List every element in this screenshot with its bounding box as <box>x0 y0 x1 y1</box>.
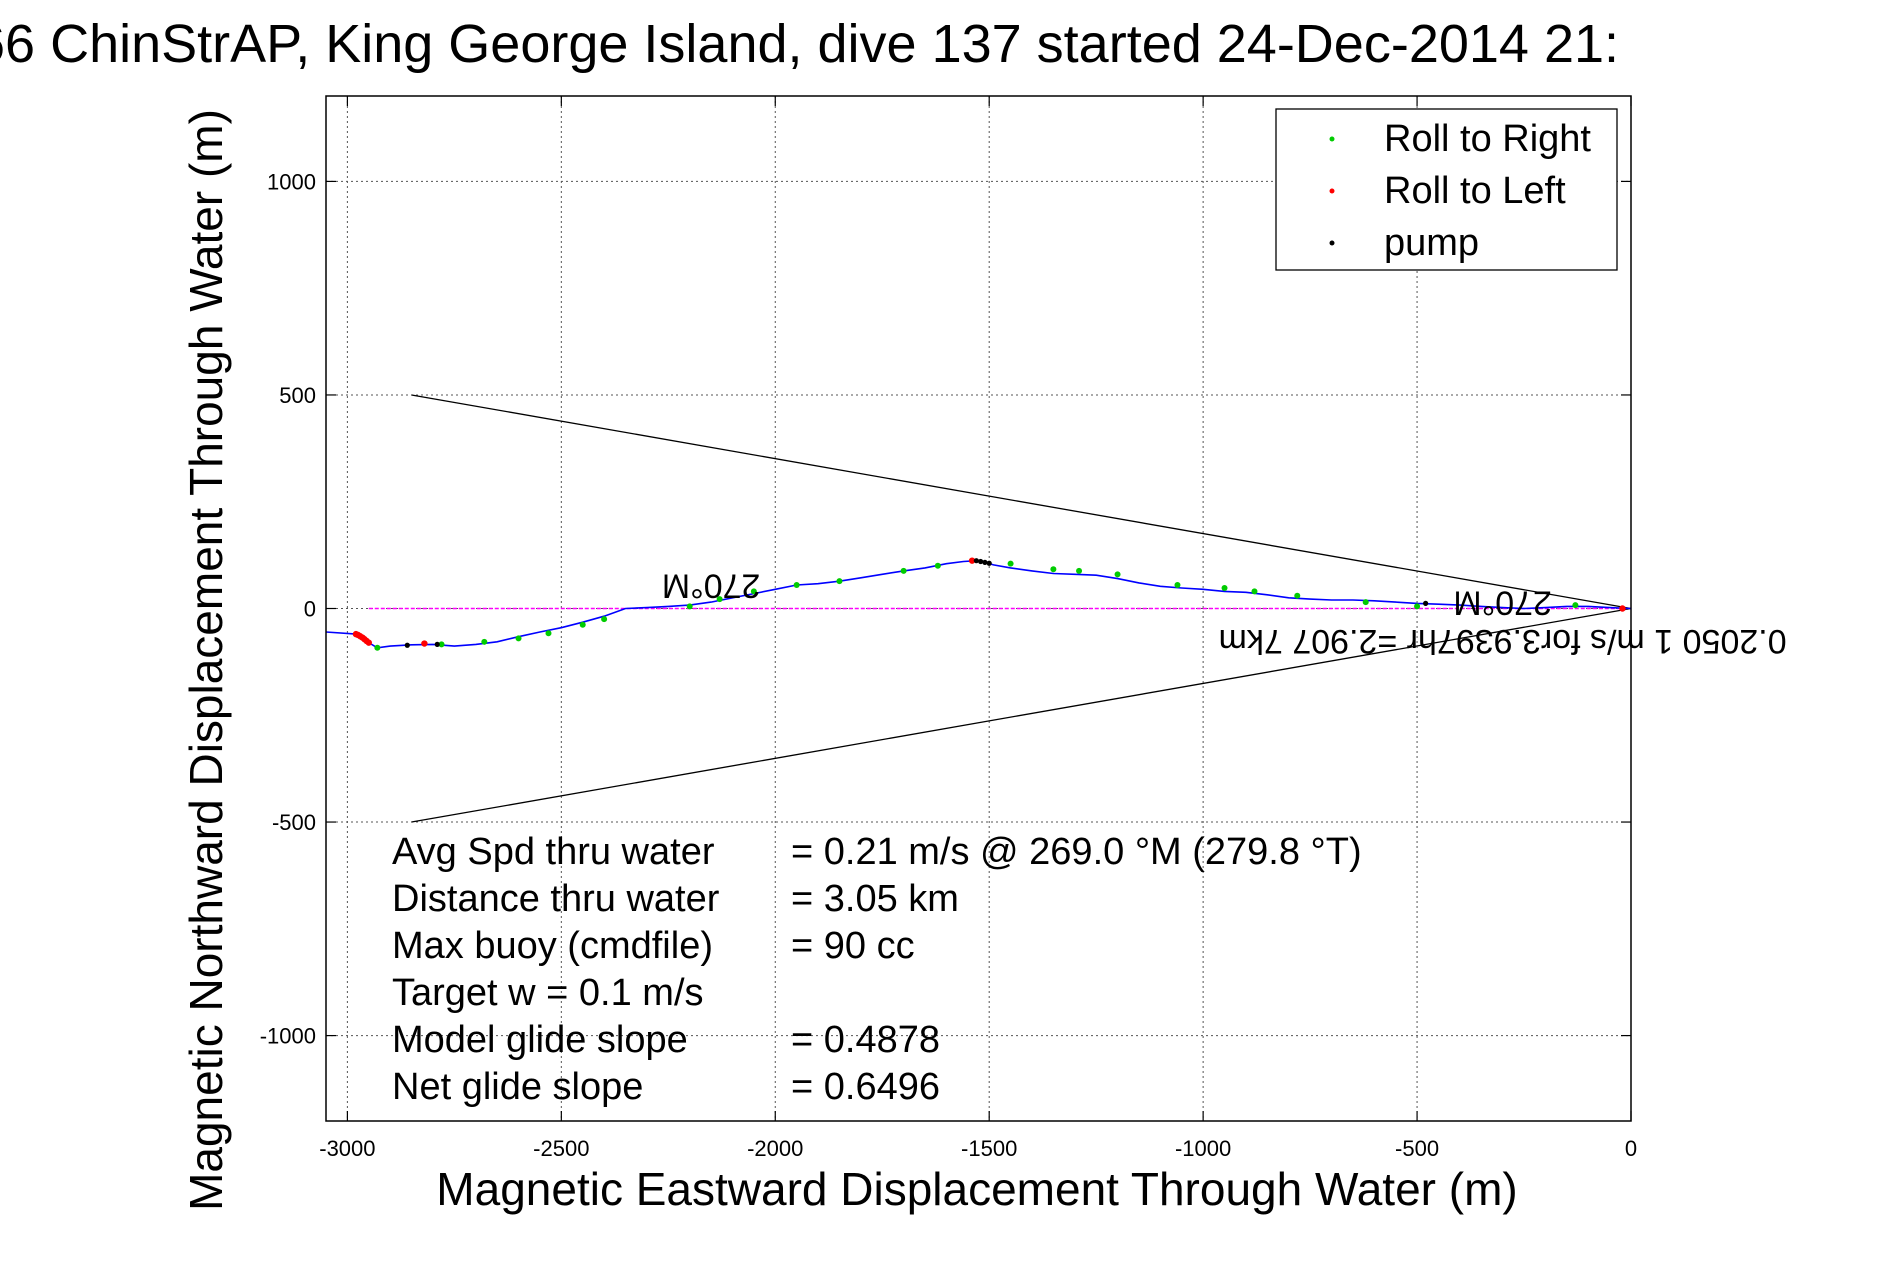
legend-marker <box>1329 188 1335 194</box>
x-tick-label: -3000 <box>319 1136 375 1161</box>
wedge-lines <box>411 394 1632 823</box>
x-axis-label: Magnetic Eastward Displacement Through W… <box>436 1163 1517 1215</box>
roll-left-point <box>365 639 372 646</box>
roll-right-point <box>1362 599 1369 606</box>
stats-text-block: Avg Spd thru water = 0.21 m/s @ 269.0 °M … <box>392 831 1362 1108</box>
legend-marker <box>1329 240 1335 246</box>
roll-right-point <box>545 630 552 637</box>
wedge-line <box>411 394 1632 610</box>
legend-label: pump <box>1384 222 1479 264</box>
roll-right-point <box>374 644 381 651</box>
y-axis-label: Magnetic Northward Displacement Through … <box>180 109 232 1211</box>
plot-annotation: 270°M <box>662 566 761 604</box>
marker-points <box>352 557 1626 651</box>
pump-point <box>986 560 992 566</box>
pump-point <box>982 559 988 565</box>
roll-right-point <box>934 562 941 569</box>
stats-label: Max buoy (cmdfile) <box>392 925 713 967</box>
roll-left-point <box>421 640 428 647</box>
pump-point <box>973 558 979 564</box>
roll-right-point <box>1221 585 1228 591</box>
pump-point <box>404 642 410 648</box>
legend-label: Roll to Left <box>1384 170 1566 212</box>
stats-label: Net glide slope <box>392 1066 643 1108</box>
stats-label: Distance thru water <box>392 878 720 920</box>
roll-right-point <box>515 635 522 642</box>
roll-right-point <box>1114 571 1121 578</box>
legend-label: Roll to Right <box>1384 118 1591 160</box>
roll-right-point <box>900 567 907 574</box>
roll-right-point <box>836 578 843 585</box>
roll-right-point <box>579 621 586 628</box>
stats-value: = 90 cc <box>791 925 915 967</box>
legend-marker <box>1329 136 1335 142</box>
roll-right-point <box>1294 592 1301 599</box>
roll-right-point <box>1174 582 1181 589</box>
roll-right-point <box>1076 567 1083 574</box>
pump-point <box>434 641 440 647</box>
x-tick-label: -1500 <box>961 1136 1017 1161</box>
x-tick-label: -500 <box>1395 1136 1439 1161</box>
stats-value: = 3.05 km <box>791 878 959 920</box>
wedge-line <box>411 607 1632 823</box>
plot-annotation: 0.2050 1 m/s for3.9397hr =2.907 7km <box>1219 622 1787 660</box>
x-tick-labels: -3000 -2500 -2000 -1500 -1000 -500 0 <box>319 1136 1637 1161</box>
roll-right-point <box>793 582 800 589</box>
stats-label: Target w = 0.1 m/s <box>392 972 704 1014</box>
roll-right-point <box>1050 566 1057 573</box>
roll-right-point <box>1414 603 1421 610</box>
y-tick-label: -1000 <box>260 1024 316 1049</box>
annotations: 270°M 270°M0.2050 1 m/s for3.9397hr =2.90… <box>662 566 1787 660</box>
chart-title: 566 ChinStrAP, King George Island, dive … <box>0 14 1619 74</box>
x-tick-label: -2500 <box>533 1136 589 1161</box>
y-tick-label: -500 <box>272 810 316 835</box>
roll-left-point <box>968 557 976 564</box>
stats-label: Model glide slope <box>392 1019 688 1061</box>
pump-point <box>978 558 984 565</box>
y-tick-label: 1000 <box>267 169 316 194</box>
y-tick-label: 500 <box>279 383 316 408</box>
roll-right-point <box>1007 560 1014 567</box>
roll-left-point <box>1619 605 1626 612</box>
y-tick-labels: -1000 -500 0 500 1000 <box>260 169 316 1048</box>
x-tick-label: -1000 <box>1175 1136 1231 1161</box>
stats-value: = 0.6496 <box>791 1066 940 1108</box>
roll-right-point <box>750 588 757 595</box>
x-tick-label: -2000 <box>747 1136 803 1161</box>
stats-value: = 0.21 m/s @ 269.0 °M (279.8 °T) <box>791 831 1362 873</box>
x-tick-label: 0 <box>1625 1136 1637 1161</box>
roll-right-point <box>686 603 693 610</box>
pump-point <box>1423 600 1429 606</box>
plot-frame <box>325 95 1632 1122</box>
roll-right-point <box>438 641 445 648</box>
plot-annotation: 270°M <box>1453 583 1552 621</box>
roll-right-point <box>601 616 608 623</box>
roll-right-point <box>1251 588 1258 595</box>
stats-value: = 0.4878 <box>791 1019 940 1061</box>
roll-right-point <box>481 638 488 645</box>
legend: Roll to Right Roll to Left pump <box>1275 108 1618 271</box>
roll-right-point <box>1572 602 1579 609</box>
y-tick-label: 0 <box>304 597 316 622</box>
roll-right-point <box>716 596 723 603</box>
stats-label: Avg Spd thru water <box>392 831 715 873</box>
